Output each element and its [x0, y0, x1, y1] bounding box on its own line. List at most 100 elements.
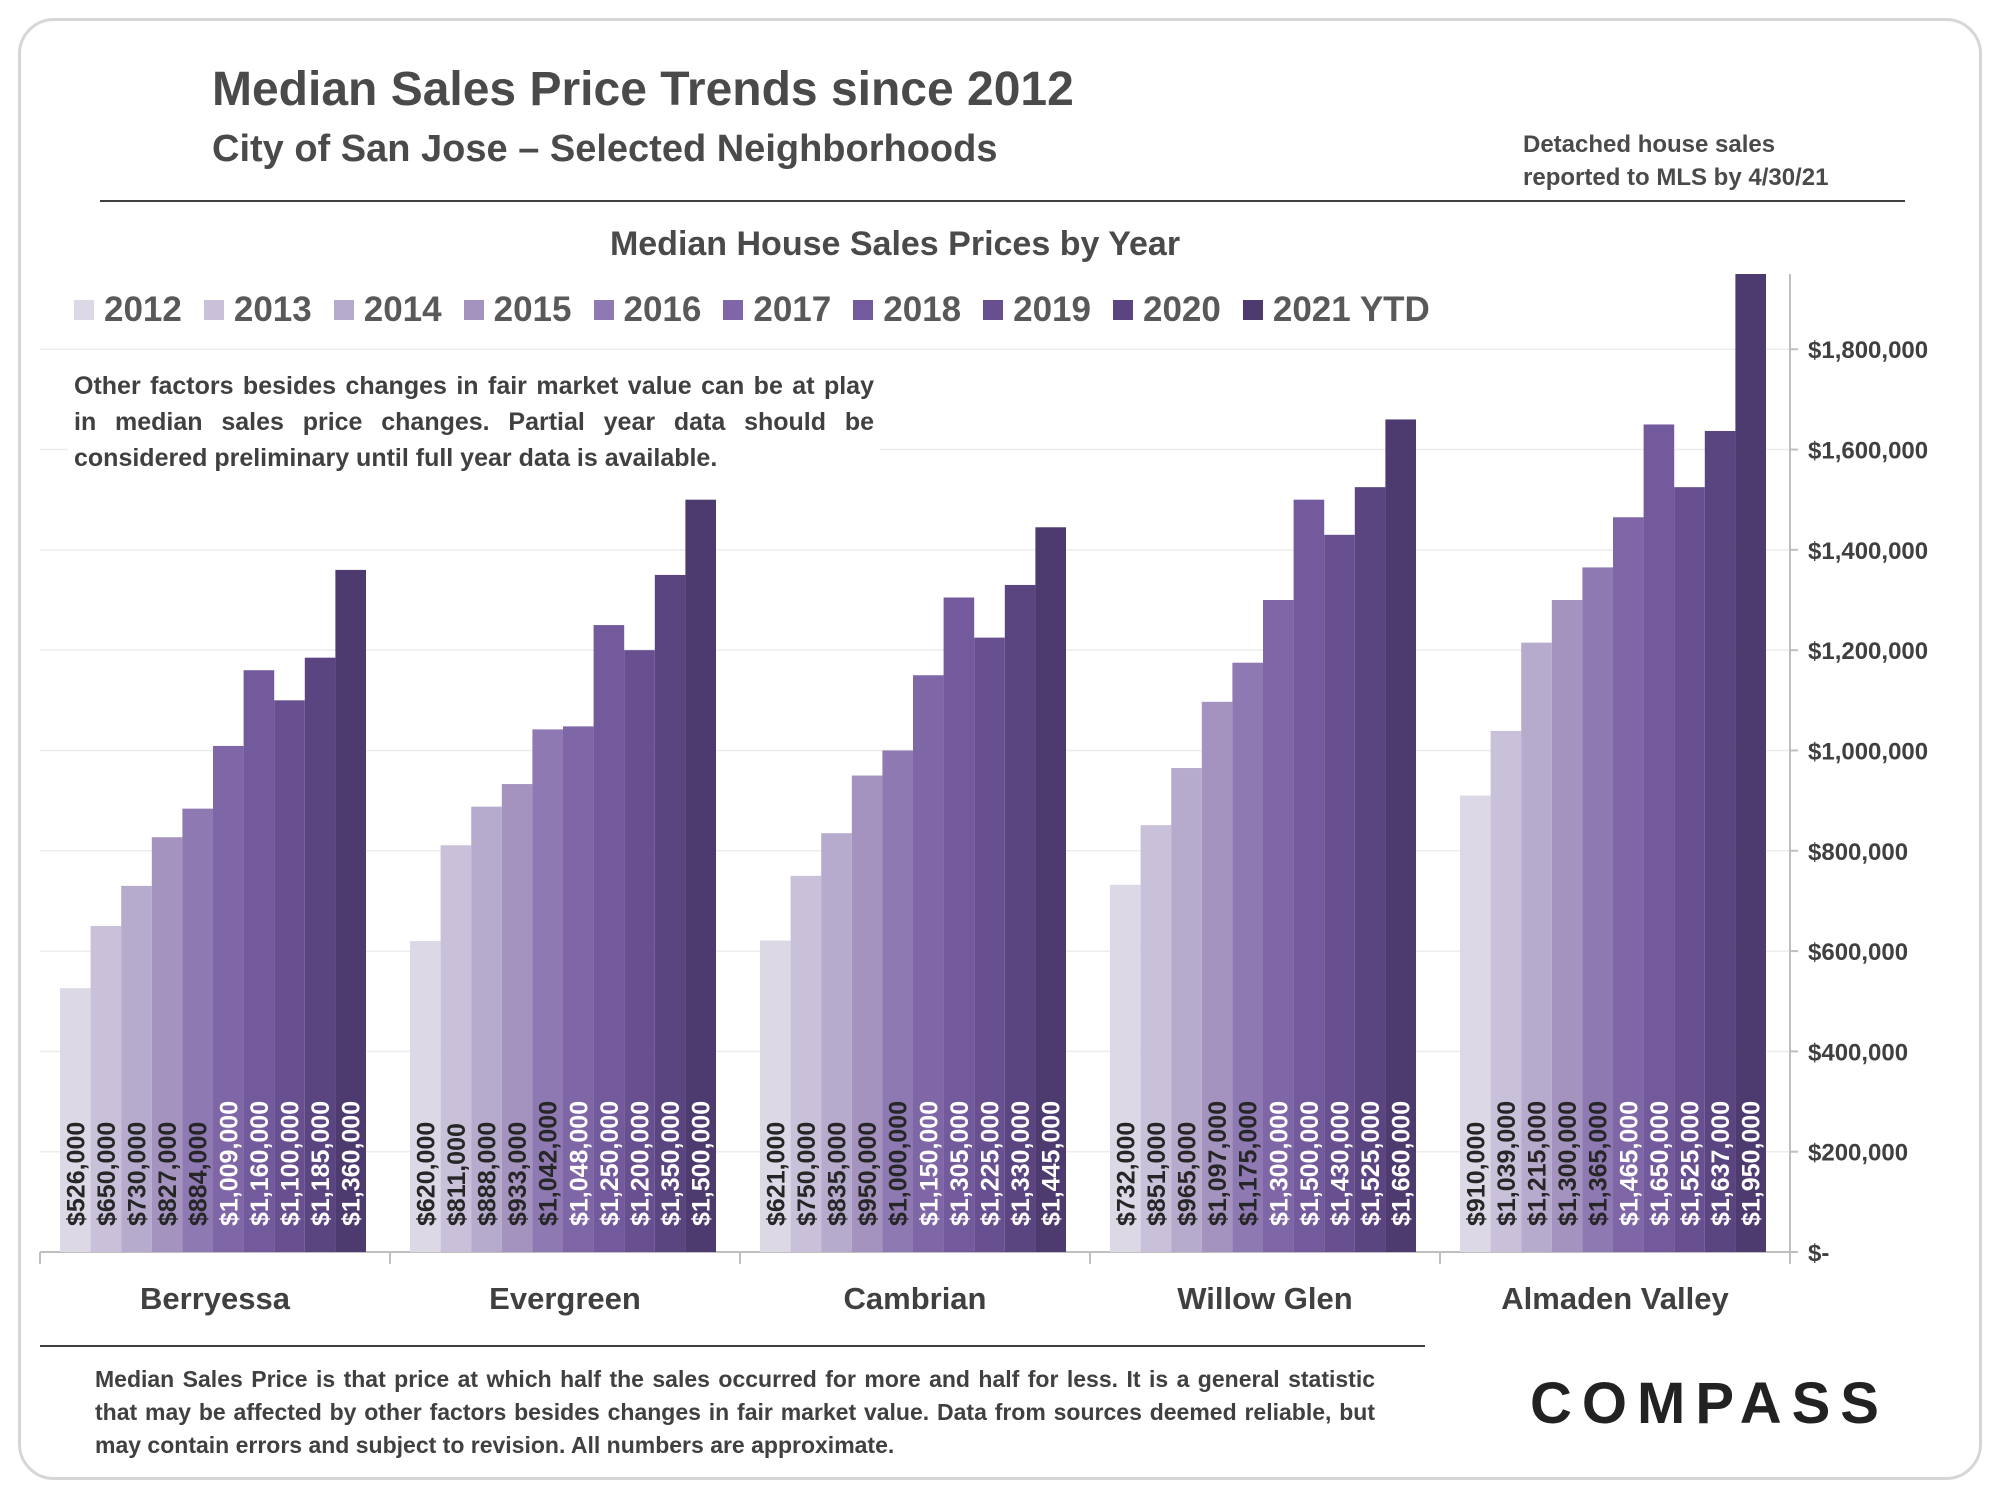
- bar: [1551, 600, 1583, 1252]
- data-label: $1,300,000: [1554, 1101, 1582, 1226]
- bar: [1643, 424, 1675, 1252]
- data-label: $621,000: [762, 1122, 790, 1226]
- data-label: $811,000: [443, 1123, 471, 1226]
- legend-item: 2018: [853, 290, 961, 330]
- data-label: $965,000: [1174, 1122, 1202, 1226]
- legend-item: 2012: [74, 290, 182, 330]
- bar: [1201, 701, 1233, 1252]
- footer-divider: [40, 1345, 1425, 1347]
- legend-item: 2021 YTD: [1242, 290, 1430, 330]
- x-category-label: Evergreen: [489, 1281, 641, 1316]
- legend-item: 2013: [203, 290, 312, 330]
- data-label: $1,500,000: [1296, 1101, 1324, 1226]
- bar: [1460, 795, 1491, 1252]
- data-label: $1,650,000: [1646, 1101, 1674, 1226]
- data-label: $1,330,000: [1007, 1101, 1035, 1226]
- page-subtitle: City of San Jose – Selected Neighborhood…: [212, 128, 998, 170]
- data-label: $888,000: [474, 1122, 502, 1226]
- legend-swatch: [1113, 300, 1133, 320]
- bar: [60, 988, 91, 1252]
- bar: [1385, 419, 1416, 1252]
- bar: [410, 941, 441, 1252]
- compass-logo: COMPASS: [1530, 1371, 1889, 1436]
- data-label: $1,350,000: [657, 1101, 685, 1226]
- data-label: $620,000: [412, 1122, 440, 1226]
- bar: [1582, 567, 1613, 1252]
- bar: [1004, 584, 1036, 1252]
- x-category-label: Almaden Valley: [1501, 1281, 1729, 1316]
- bar: [1140, 825, 1172, 1252]
- legend-swatch: [723, 300, 744, 320]
- legend-label: 2019: [1013, 290, 1091, 329]
- data-label: $1,215,000: [1524, 1101, 1552, 1226]
- data-label: $1,185,000: [307, 1101, 335, 1226]
- data-label: $1,525,000: [1357, 1101, 1385, 1226]
- legend-swatch: [333, 300, 354, 320]
- legend-label: 2013: [233, 290, 312, 329]
- bar: [593, 625, 625, 1252]
- y-tick-label: $1,600,000: [1808, 438, 1928, 465]
- chart-disclaimer: Other factors besides changes in fair ma…: [68, 364, 880, 480]
- legend-label: 2016: [623, 290, 702, 329]
- bar: [1674, 487, 1705, 1253]
- bar: [121, 885, 152, 1252]
- legend-swatch: [593, 300, 614, 320]
- chart-legend: 2012 2013 2014 2015 2016 2017 2018 2019 2020 2021…: [74, 290, 1452, 330]
- bar: [913, 675, 944, 1252]
- data-label: $1,305,000: [946, 1101, 974, 1226]
- bar: [1293, 499, 1325, 1252]
- data-label: $1,039,000: [1493, 1101, 1521, 1226]
- bar: [1110, 884, 1141, 1252]
- data-label: $1,097,000: [1204, 1101, 1232, 1226]
- data-label: $1,360,000: [338, 1101, 366, 1226]
- data-label: $1,500,000: [688, 1101, 716, 1226]
- legend-item: 2016: [593, 290, 702, 330]
- legend-label: 2018: [883, 290, 962, 329]
- x-category-label: Berryessa: [140, 1281, 291, 1316]
- data-label: $950,000: [854, 1122, 882, 1226]
- legend-swatch: [74, 300, 94, 320]
- x-category-label: Willow Glen: [1177, 1281, 1352, 1316]
- data-label: $1,000,000: [885, 1101, 913, 1226]
- bar: [182, 808, 213, 1252]
- y-tick-label: $600,000: [1808, 939, 1908, 966]
- legend-swatch: [983, 300, 1004, 320]
- legend-item: 2015: [463, 290, 572, 330]
- bar: [1232, 662, 1263, 1252]
- y-tick-label: $1,800,000: [1808, 337, 1928, 364]
- legend-label: 2014: [363, 290, 442, 329]
- y-tick-label: $800,000: [1808, 839, 1908, 866]
- bar: [1735, 274, 1766, 1252]
- data-label: $732,000: [1112, 1122, 1140, 1226]
- bar: [685, 499, 716, 1252]
- header-divider: [100, 200, 1905, 202]
- bar: [760, 940, 791, 1252]
- data-label: $650,000: [93, 1122, 121, 1226]
- source-note: Detached house sales reported to MLS by …: [1523, 128, 1883, 194]
- bar: [151, 837, 183, 1252]
- bar: [943, 597, 975, 1252]
- bar: [1613, 517, 1644, 1252]
- legend-label: 2012: [104, 290, 182, 329]
- bar: [501, 784, 533, 1252]
- legend-label: 2015: [493, 290, 572, 329]
- data-label: $884,000: [185, 1122, 213, 1226]
- data-label: $835,000: [824, 1122, 852, 1226]
- bar: [471, 806, 502, 1252]
- y-tick-label: $1,200,000: [1808, 638, 1928, 665]
- y-tick-label: $200,000: [1808, 1140, 1908, 1167]
- chart-title: Median House Sales Prices by Year: [609, 225, 1181, 263]
- data-label: $1,365,000: [1585, 1101, 1613, 1226]
- legend-item: 2017: [723, 290, 831, 330]
- y-tick-label: $1,400,000: [1808, 538, 1928, 565]
- y-tick-label: $-: [1808, 1240, 1829, 1267]
- data-label: $1,200,000: [627, 1101, 655, 1226]
- data-label: $851,000: [1143, 1122, 1171, 1226]
- footnote: Median Sales Price is that price at whic…: [95, 1366, 1375, 1458]
- legend-item: 2019: [983, 290, 1091, 330]
- data-label: $827,000: [154, 1122, 182, 1226]
- bar: [532, 729, 563, 1252]
- bar: [1263, 600, 1294, 1252]
- legend-label: 2020: [1143, 290, 1221, 329]
